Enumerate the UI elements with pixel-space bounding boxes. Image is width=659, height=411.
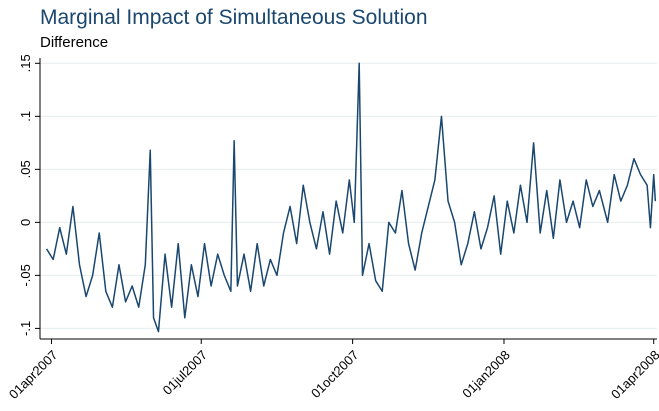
y-tick-label: -.1 <box>18 321 33 336</box>
chart-title: Marginal Impact of Simultaneous Solution <box>40 6 428 29</box>
y-tick-label: -.05 <box>18 264 33 286</box>
y-tick-label: .05 <box>18 160 33 178</box>
x-tick-label: 01jan2008 <box>459 347 513 401</box>
y-tick-label: 0 <box>18 219 33 226</box>
y-tick-label: .1 <box>18 111 33 122</box>
x-tick-label: 01apr2008 <box>608 347 659 402</box>
chart-subtitle: Difference <box>40 34 108 51</box>
x-tick-label: 01jul2007 <box>160 347 210 397</box>
y-tick-label: .15 <box>18 54 33 72</box>
data-line <box>45 62 657 333</box>
x-tick-label: 01apr2007 <box>6 347 61 402</box>
x-tick-label: 01oct2007 <box>308 347 362 401</box>
